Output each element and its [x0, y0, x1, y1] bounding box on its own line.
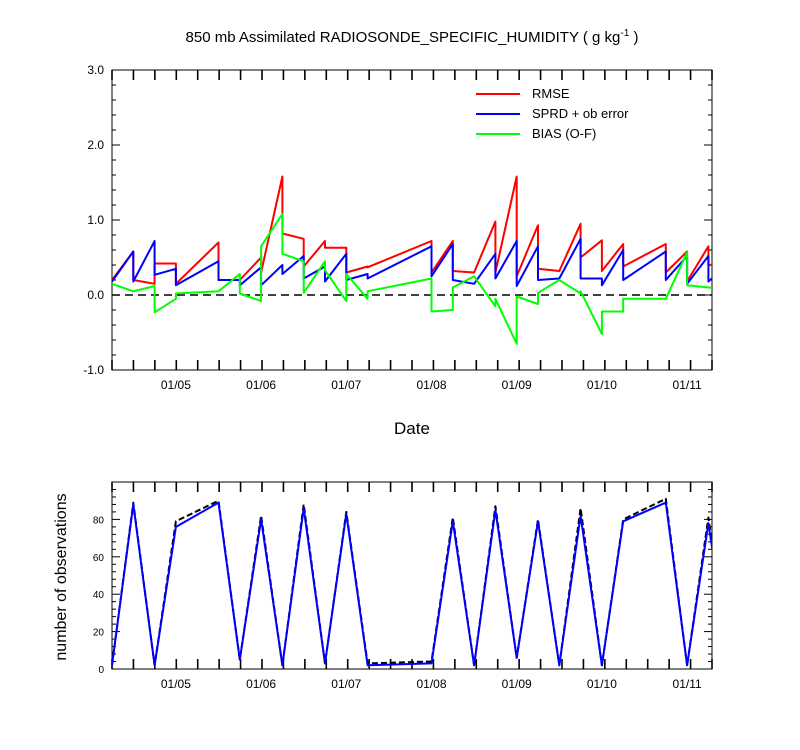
chart-title-units-superscript: -1	[620, 28, 629, 39]
bottom-y-tick-label: 20	[93, 628, 105, 639]
top-y-tick-label: 2.0	[87, 138, 104, 152]
top-chart-axes: 01/05 01/06 01/07 01/08 01/09 01/10 01/11 -1.0 0…	[83, 63, 713, 392]
top-series-bias-o-f	[112, 213, 712, 345]
chart-title-close: )	[629, 29, 638, 46]
bottom-x-tick-label: 01/07	[331, 677, 361, 691]
bottom-chart-series	[112, 497, 712, 667]
bottom-plot-frame	[111, 481, 713, 670]
bottom-y-axis-label: number of observations	[53, 493, 70, 660]
top-y-tick-label: -1.0	[83, 363, 104, 377]
bottom-x-tick-label: 01/09	[502, 677, 532, 691]
legend-label: SPRD + ob error	[532, 106, 629, 121]
bottom-y-tick-label: 0	[98, 665, 104, 676]
bottom-y-tick-label: 60	[93, 553, 105, 564]
bottom-x-tick-label: 01/10	[587, 677, 617, 691]
top-x-tick-label: 01/07	[331, 378, 361, 392]
top-x-tick-label: 01/11	[673, 378, 702, 392]
chart-title-text: 850 mb Assimilated RADIOSONDE_SPECIFIC_H…	[186, 29, 621, 46]
bottom-y-tick-label: 40	[93, 590, 105, 601]
top-series-rmse	[112, 175, 712, 285]
top-x-tick-label: 01/06	[246, 378, 276, 392]
bottom-series-possible	[112, 497, 712, 667]
bottom-y-tick-label: 80	[93, 515, 105, 526]
top-x-tick-label: 01/05	[161, 378, 191, 392]
top-y-tick-label: 3.0	[87, 63, 104, 77]
legend-label: RMSE	[532, 86, 570, 101]
top-chart-legend: RMSE SPRD + ob error BIAS (O-F)	[476, 86, 629, 141]
chart-title: 850 mb Assimilated RADIOSONDE_SPECIFIC_H…	[186, 28, 639, 46]
bottom-series-assimilated	[112, 501, 712, 667]
bottom-x-tick-label: 01/05	[161, 677, 191, 691]
legend-label: BIAS (O-F)	[532, 126, 596, 141]
top-y-tick-label: 0.0	[87, 288, 104, 302]
bottom-chart-axes: 01/05 01/06 01/07 01/08 01/09 01/10 01/11 0 20 40…	[93, 481, 713, 691]
top-x-axis-label: Date	[394, 419, 430, 438]
bottom-x-tick-label: 01/11	[673, 677, 702, 691]
top-x-tick-label: 01/09	[502, 378, 532, 392]
bottom-x-tick-label: 01/06	[246, 677, 276, 691]
top-chart-series	[112, 175, 712, 345]
top-x-tick-label: 01/08	[416, 378, 446, 392]
top-y-tick-label: 1.0	[87, 213, 104, 227]
top-series-sprd-ob-error	[112, 237, 712, 287]
top-x-tick-label: 01/10	[587, 378, 617, 392]
bottom-x-tick-label: 01/08	[416, 677, 446, 691]
